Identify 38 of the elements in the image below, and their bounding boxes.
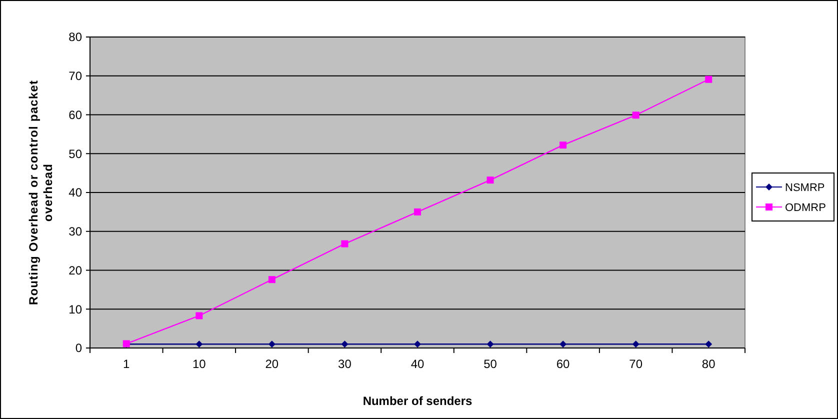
x-tick-label: 20: [265, 357, 279, 371]
point: [341, 340, 348, 348]
y-tick-label: 20: [68, 263, 82, 278]
y-tick-label: 70: [68, 69, 82, 84]
point: [705, 340, 712, 348]
legend-label: NSMRP: [785, 182, 825, 194]
x-tick-label: 50: [484, 357, 498, 371]
y-tick-label: 0: [75, 341, 82, 356]
point: [341, 240, 348, 248]
y-tick-label: 40: [68, 186, 82, 200]
y-axis-title: Routing Overhead or control packet overhead: [26, 80, 55, 306]
point: [268, 340, 276, 348]
point: [560, 142, 567, 149]
point: [486, 176, 494, 184]
point: [414, 208, 421, 216]
x-tick-label: 1: [123, 357, 130, 371]
point: [414, 340, 421, 348]
x-tick-label: 40: [410, 357, 424, 371]
point: [632, 340, 640, 348]
legend-label: ODMRP: [785, 202, 826, 214]
point: [632, 112, 640, 119]
x-tick-label: 60: [556, 357, 570, 371]
y-tick-label: 80: [68, 30, 82, 44]
y-tick-label: 10: [68, 302, 82, 316]
x-tick-label: 70: [629, 357, 643, 371]
x-axis-title: Number of senders: [362, 394, 473, 408]
y-tick-label: 60: [68, 108, 82, 122]
point: [196, 312, 203, 320]
point: [560, 340, 567, 348]
x-tick-label: 80: [702, 357, 716, 371]
point: [196, 340, 203, 348]
y-tick-label: 30: [68, 224, 82, 239]
point: [486, 340, 494, 348]
y-tick-label: 50: [68, 146, 82, 161]
x-tick-label: 30: [338, 357, 352, 371]
x-tick-label: 10: [192, 357, 206, 371]
point: [268, 276, 276, 284]
point: [705, 76, 712, 83]
